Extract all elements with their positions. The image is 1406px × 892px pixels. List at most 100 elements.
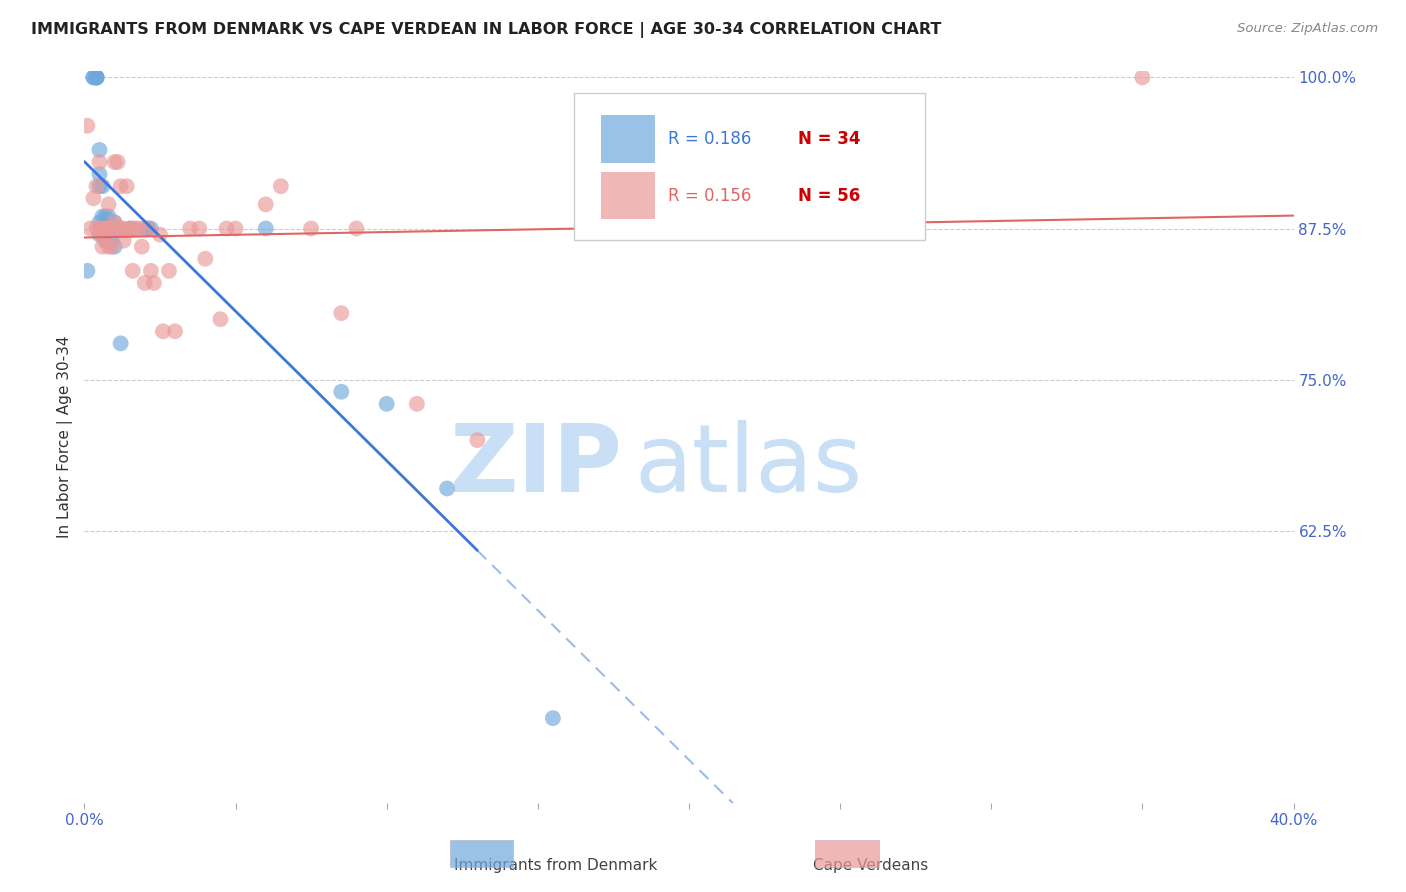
Point (91, 221, 114, 235)
Point (94, 221, 117, 235)
Point (118, 221, 141, 235)
Point (86, 70, 108, 85)
Point (79, 221, 101, 235)
Point (136, 221, 159, 235)
Point (152, 324, 174, 338)
Point (131, 240, 153, 254)
Point (139, 264, 162, 278)
Point (1130, 70, 1153, 85)
Point (104, 155, 127, 169)
Point (89, 227, 111, 242)
Point (194, 252, 217, 266)
Point (142, 276, 165, 290)
Point (115, 179, 138, 194)
Point (121, 264, 143, 278)
Point (86, 70, 108, 85)
FancyBboxPatch shape (600, 171, 655, 219)
Point (110, 179, 132, 194)
Text: ZIP: ZIP (450, 420, 623, 512)
Point (82, 191, 104, 205)
Text: R = 0.186: R = 0.186 (668, 129, 752, 148)
Point (165, 324, 187, 338)
Point (179, 221, 201, 235)
Point (100, 240, 122, 254)
Point (94, 221, 117, 235)
Point (89, 215, 111, 229)
Point (97, 221, 120, 235)
Point (254, 221, 277, 235)
Point (89, 179, 111, 194)
Point (436, 482, 458, 496)
Point (330, 384, 353, 399)
Point (89, 221, 111, 235)
Point (89, 155, 111, 169)
Text: Cape Verdeans: Cape Verdeans (813, 858, 928, 872)
Text: N = 34: N = 34 (797, 129, 860, 148)
Point (330, 306, 353, 320)
Point (104, 215, 127, 229)
Point (188, 221, 211, 235)
Point (86, 179, 108, 194)
FancyBboxPatch shape (600, 115, 655, 163)
Point (86, 70, 108, 85)
Point (602, 186, 624, 200)
Point (76, 264, 98, 278)
Point (89, 143, 111, 157)
Point (254, 197, 277, 211)
Point (107, 155, 129, 169)
Text: IMMIGRANTS FROM DENMARK VS CAPE VERDEAN IN LABOR FORCE | AGE 30-34 CORRELATION C: IMMIGRANTS FROM DENMARK VS CAPE VERDEAN … (31, 22, 941, 38)
Point (86, 70, 108, 85)
Point (209, 312, 232, 326)
Point (94, 234, 117, 248)
Point (107, 221, 129, 235)
Point (128, 221, 150, 235)
Point (76, 119, 98, 133)
Point (104, 240, 127, 254)
Point (134, 276, 156, 290)
FancyBboxPatch shape (574, 94, 925, 240)
Point (118, 221, 141, 235)
Point (541, 711, 564, 725)
Point (157, 264, 180, 278)
Point (110, 336, 132, 351)
Point (91, 210, 114, 224)
Point (112, 221, 135, 235)
Point (467, 433, 489, 447)
Point (104, 215, 127, 229)
Text: N = 56: N = 56 (797, 186, 860, 204)
Y-axis label: In Labor Force | Age 30-34: In Labor Force | Age 30-34 (58, 335, 73, 539)
Point (91, 240, 114, 254)
Text: Immigrants from Denmark: Immigrants from Denmark (454, 858, 658, 872)
Text: Source: ZipAtlas.com: Source: ZipAtlas.com (1237, 22, 1378, 36)
Point (100, 234, 122, 248)
Point (86, 70, 108, 85)
Point (134, 221, 156, 235)
Point (91, 227, 114, 242)
Point (375, 397, 398, 411)
Point (225, 221, 247, 235)
Point (97, 221, 120, 235)
Point (94, 210, 117, 224)
Point (97, 197, 120, 211)
Point (270, 179, 292, 194)
Point (107, 221, 129, 235)
Point (215, 221, 238, 235)
Point (406, 397, 429, 411)
Point (110, 221, 132, 235)
Point (346, 221, 368, 235)
Point (149, 227, 172, 242)
Point (100, 221, 122, 235)
Point (97, 240, 120, 254)
Point (89, 167, 111, 181)
Point (94, 221, 117, 235)
Point (97, 210, 120, 224)
Point (125, 221, 148, 235)
Point (94, 234, 117, 248)
Point (82, 70, 104, 85)
Point (139, 221, 162, 235)
Point (91, 179, 114, 194)
Text: atlas: atlas (634, 420, 863, 512)
Point (82, 70, 104, 85)
Point (121, 221, 143, 235)
Point (136, 221, 159, 235)
